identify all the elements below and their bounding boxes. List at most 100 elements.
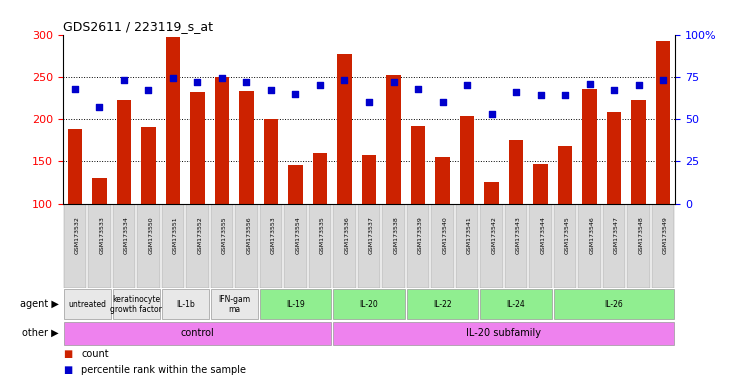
Point	[339, 77, 351, 83]
Text: GSM173532: GSM173532	[75, 216, 80, 254]
FancyBboxPatch shape	[137, 204, 159, 288]
Text: GDS2611 / 223119_s_at: GDS2611 / 223119_s_at	[63, 20, 213, 33]
FancyBboxPatch shape	[652, 204, 674, 288]
Point	[118, 77, 130, 83]
FancyBboxPatch shape	[603, 204, 625, 288]
FancyBboxPatch shape	[260, 289, 331, 319]
Text: GSM173538: GSM173538	[393, 216, 399, 254]
Text: GSM173536: GSM173536	[345, 216, 350, 254]
Bar	[68, 129, 83, 204]
FancyBboxPatch shape	[162, 204, 184, 288]
Bar	[117, 101, 131, 204]
Text: other ▶: other ▶	[22, 328, 59, 338]
Text: GSM173537: GSM173537	[369, 216, 374, 254]
FancyBboxPatch shape	[64, 289, 111, 319]
FancyBboxPatch shape	[211, 289, 258, 319]
Text: IL-20 subfamily: IL-20 subfamily	[466, 328, 541, 338]
Text: count: count	[81, 349, 108, 359]
Text: keratinocyte
growth factor: keratinocyte growth factor	[110, 295, 162, 314]
Text: GSM173533: GSM173533	[100, 216, 105, 254]
Point	[216, 75, 228, 81]
Text: GSM173541: GSM173541	[467, 216, 472, 254]
Text: percentile rank within the sample: percentile rank within the sample	[81, 365, 246, 375]
Text: IL-26: IL-26	[604, 300, 624, 309]
Point	[559, 92, 571, 98]
Bar	[141, 127, 156, 204]
FancyBboxPatch shape	[334, 204, 356, 288]
Point	[192, 79, 204, 85]
Text: ■: ■	[63, 365, 72, 375]
FancyBboxPatch shape	[162, 289, 209, 319]
Text: IL-24: IL-24	[506, 300, 525, 309]
Point	[265, 87, 277, 93]
Text: GSM173543: GSM173543	[516, 216, 521, 254]
Bar	[460, 116, 475, 204]
FancyBboxPatch shape	[211, 204, 233, 288]
Text: GSM173535: GSM173535	[320, 216, 325, 254]
FancyBboxPatch shape	[480, 204, 503, 288]
Text: IL-22: IL-22	[433, 300, 452, 309]
Point	[461, 82, 473, 88]
Bar	[386, 75, 401, 204]
FancyBboxPatch shape	[235, 204, 258, 288]
Bar	[410, 126, 425, 204]
Text: ■: ■	[63, 349, 72, 359]
Point	[142, 87, 154, 93]
FancyBboxPatch shape	[309, 204, 331, 288]
Bar	[533, 164, 548, 204]
FancyBboxPatch shape	[480, 289, 551, 319]
Text: GSM173550: GSM173550	[148, 216, 154, 254]
FancyBboxPatch shape	[89, 204, 111, 288]
FancyBboxPatch shape	[505, 204, 527, 288]
Bar	[165, 37, 180, 204]
Point	[584, 81, 596, 87]
Text: GSM173553: GSM173553	[271, 216, 276, 254]
Text: GSM173540: GSM173540	[443, 216, 447, 254]
Point	[69, 86, 81, 92]
Bar	[215, 77, 230, 204]
Bar	[607, 112, 621, 204]
FancyBboxPatch shape	[456, 204, 478, 288]
FancyBboxPatch shape	[64, 322, 331, 344]
Text: untreated: untreated	[68, 300, 106, 309]
Point	[657, 77, 669, 83]
Point	[632, 82, 644, 88]
Text: GSM173539: GSM173539	[418, 216, 423, 254]
Point	[486, 111, 497, 117]
Text: IL-1b: IL-1b	[176, 300, 195, 309]
FancyBboxPatch shape	[113, 289, 159, 319]
Text: IL-19: IL-19	[286, 300, 305, 309]
Bar	[362, 156, 376, 204]
Bar	[239, 91, 254, 204]
Bar	[337, 54, 352, 204]
FancyBboxPatch shape	[64, 204, 86, 288]
FancyBboxPatch shape	[382, 204, 404, 288]
FancyBboxPatch shape	[334, 322, 674, 344]
Text: GSM173545: GSM173545	[565, 216, 570, 254]
Point	[534, 92, 546, 98]
FancyBboxPatch shape	[284, 204, 306, 288]
Bar	[558, 146, 573, 204]
Text: GSM173555: GSM173555	[222, 216, 227, 254]
Point	[412, 86, 424, 92]
FancyBboxPatch shape	[554, 204, 576, 288]
FancyBboxPatch shape	[579, 204, 601, 288]
FancyBboxPatch shape	[358, 204, 380, 288]
Bar	[631, 101, 646, 204]
Text: GSM173544: GSM173544	[540, 216, 545, 254]
Text: GSM173554: GSM173554	[295, 216, 300, 254]
FancyBboxPatch shape	[432, 204, 454, 288]
Bar	[484, 182, 499, 204]
Text: GSM173546: GSM173546	[590, 216, 595, 254]
Text: GSM173547: GSM173547	[614, 216, 619, 254]
FancyBboxPatch shape	[627, 204, 649, 288]
Bar	[288, 165, 303, 204]
FancyBboxPatch shape	[407, 204, 429, 288]
Bar	[190, 92, 205, 204]
Point	[289, 91, 301, 97]
Point	[387, 79, 399, 85]
Bar	[582, 89, 597, 204]
Text: IL-20: IL-20	[359, 300, 379, 309]
Text: GSM173551: GSM173551	[173, 216, 178, 254]
Text: GSM173548: GSM173548	[638, 216, 644, 254]
